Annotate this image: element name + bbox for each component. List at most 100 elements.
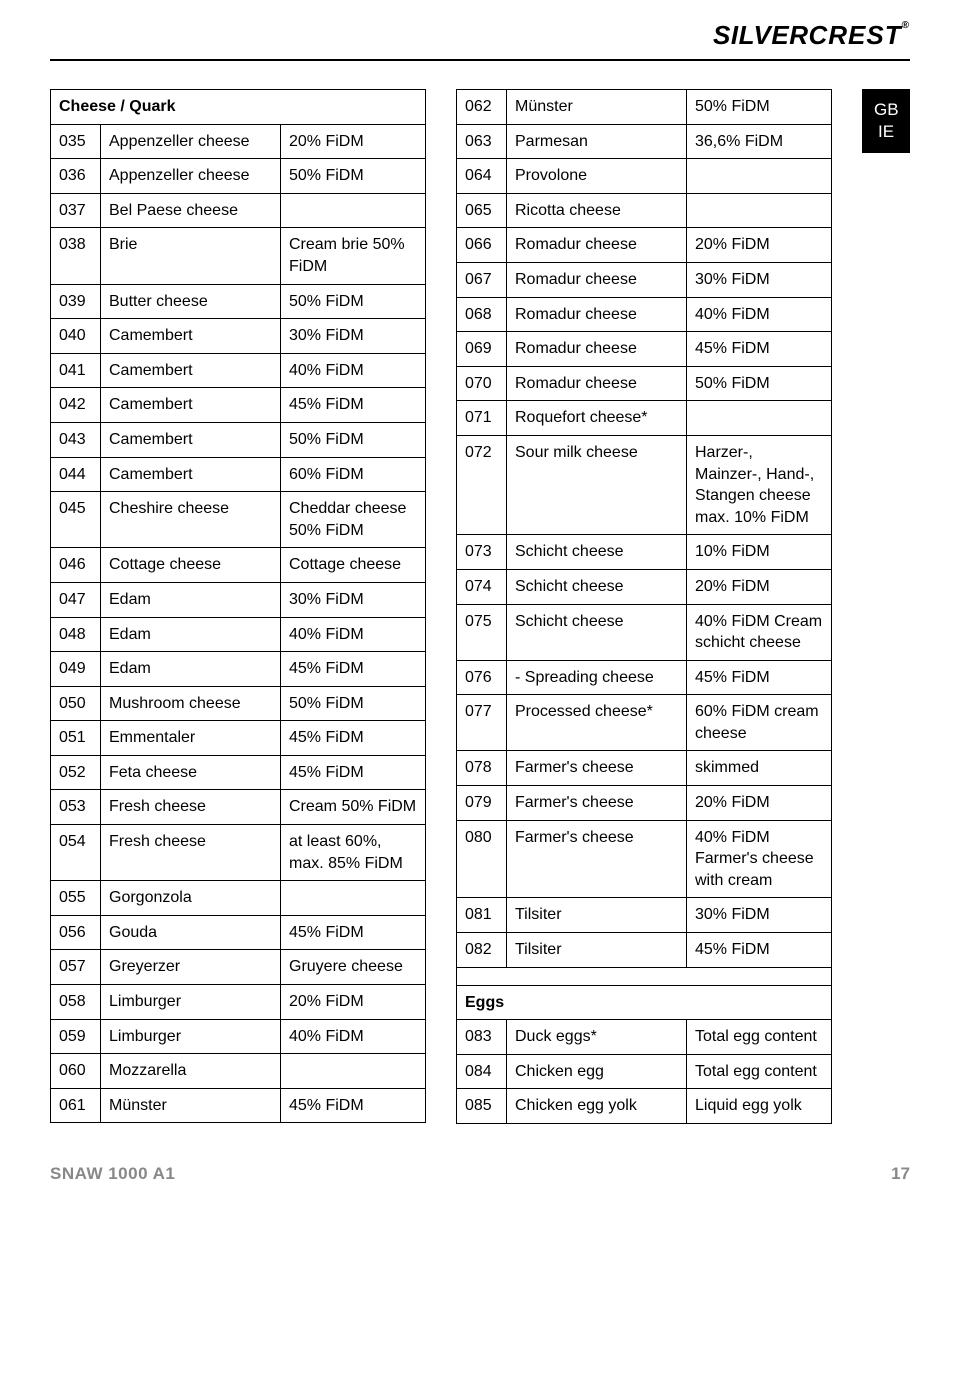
detail-cell: Liquid egg yolk	[687, 1089, 832, 1124]
name-cell: Cheshire cheese	[101, 492, 281, 548]
table-row: 078Farmer's cheeseskimmed	[457, 751, 832, 786]
code-cell: 069	[457, 332, 507, 367]
code-cell: 072	[457, 435, 507, 534]
table-row: 039Butter cheese50% FiDM	[51, 284, 426, 319]
name-cell: Edam	[101, 582, 281, 617]
table-row: 073Schicht cheese10% FiDM	[457, 535, 832, 570]
content-columns: Cheese / Quark035Appenzeller cheese20% F…	[50, 89, 910, 1124]
detail-cell: 60% FiDM	[281, 457, 426, 492]
table-row: 064Provolone	[457, 159, 832, 194]
name-cell: Parmesan	[507, 124, 687, 159]
name-cell: Romadur cheese	[507, 332, 687, 367]
table-row: 066Romadur cheese20% FiDM	[457, 228, 832, 263]
cheese-table-left: Cheese / Quark035Appenzeller cheese20% F…	[50, 89, 426, 1123]
code-cell: 084	[457, 1054, 507, 1089]
code-cell: 081	[457, 898, 507, 933]
code-cell: 040	[51, 319, 101, 354]
detail-cell: Cream brie 50% FiDM	[281, 228, 426, 284]
code-cell: 057	[51, 950, 101, 985]
model-number: SNAW 1000 A1	[50, 1164, 175, 1184]
name-cell: Tilsiter	[507, 933, 687, 968]
name-cell: Chicken egg yolk	[507, 1089, 687, 1124]
detail-cell: Total egg content	[687, 1020, 832, 1055]
name-cell: Emmentaler	[101, 721, 281, 756]
locale-line-ie: IE	[874, 121, 898, 143]
code-cell: 035	[51, 124, 101, 159]
code-cell: 066	[457, 228, 507, 263]
detail-cell	[281, 1054, 426, 1089]
detail-cell: Cream 50% FiDM	[281, 790, 426, 825]
detail-cell: 50% FiDM	[281, 422, 426, 457]
detail-cell: 30% FiDM	[687, 898, 832, 933]
name-cell: Camembert	[101, 319, 281, 354]
section-header-eggs: Eggs	[457, 985, 832, 1020]
table-row: 049Edam45% FiDM	[51, 652, 426, 687]
table-row: 079Farmer's cheese20% FiDM	[457, 786, 832, 821]
name-cell: Brie	[101, 228, 281, 284]
section-header-cheese: Cheese / Quark	[51, 90, 426, 125]
detail-cell: 45% FiDM	[281, 755, 426, 790]
detail-cell: 40% FiDM	[281, 353, 426, 388]
table-row: 043Camembert50% FiDM	[51, 422, 426, 457]
code-cell: 063	[457, 124, 507, 159]
code-cell: 038	[51, 228, 101, 284]
code-cell: 074	[457, 569, 507, 604]
detail-cell	[687, 159, 832, 194]
code-cell: 045	[51, 492, 101, 548]
name-cell: - Spreading cheese	[507, 660, 687, 695]
code-cell: 064	[457, 159, 507, 194]
name-cell: Fresh cheese	[101, 790, 281, 825]
name-cell: Farmer's cheese	[507, 786, 687, 821]
detail-cell: 20% FiDM	[281, 124, 426, 159]
code-cell: 042	[51, 388, 101, 423]
detail-cell: 50% FiDM	[281, 284, 426, 319]
name-cell: Gouda	[101, 915, 281, 950]
name-cell: Schicht cheese	[507, 604, 687, 660]
detail-cell: 50% FiDM	[687, 366, 832, 401]
code-cell: 041	[51, 353, 101, 388]
code-cell: 080	[457, 820, 507, 898]
name-cell: Chicken egg	[507, 1054, 687, 1089]
table-row: 072Sour milk cheeseHarzer-, Mainzer-, Ha…	[457, 435, 832, 534]
name-cell: Camembert	[101, 457, 281, 492]
name-cell: Romadur cheese	[507, 366, 687, 401]
table-row: 077Processed cheese*60% FiDM cream chees…	[457, 695, 832, 751]
name-cell: Camembert	[101, 388, 281, 423]
locale-sidebar: GB IE	[862, 89, 910, 1124]
name-cell: Romadur cheese	[507, 262, 687, 297]
code-cell: 047	[51, 582, 101, 617]
detail-cell: Cheddar cheese 50% FiDM	[281, 492, 426, 548]
name-cell: Gorgonzola	[101, 881, 281, 916]
detail-cell: 60% FiDM cream cheese	[687, 695, 832, 751]
code-cell: 044	[51, 457, 101, 492]
detail-cell: 40% FiDM	[281, 1019, 426, 1054]
table-row: 057GreyerzerGruyere cheese	[51, 950, 426, 985]
left-column: Cheese / Quark035Appenzeller cheese20% F…	[50, 89, 426, 1124]
detail-cell: 45% FiDM	[687, 933, 832, 968]
code-cell: 050	[51, 686, 101, 721]
code-cell: 083	[457, 1020, 507, 1055]
table-row: 035Appenzeller cheese20% FiDM	[51, 124, 426, 159]
name-cell: Sour milk cheese	[507, 435, 687, 534]
name-cell: Münster	[507, 90, 687, 125]
name-cell: Appenzeller cheese	[101, 159, 281, 194]
spacer-row	[457, 967, 832, 985]
right-column: 062Münster50% FiDM063Parmesan36,6% FiDM0…	[456, 89, 832, 1124]
code-cell: 039	[51, 284, 101, 319]
detail-cell: 30% FiDM	[281, 582, 426, 617]
code-cell: 043	[51, 422, 101, 457]
table-row: 063Parmesan36,6% FiDM	[457, 124, 832, 159]
name-cell: Münster	[101, 1088, 281, 1123]
code-cell: 068	[457, 297, 507, 332]
detail-cell: 45% FiDM	[281, 721, 426, 756]
table-row: 048Edam40% FiDM	[51, 617, 426, 652]
table-row: 070Romadur cheese50% FiDM	[457, 366, 832, 401]
table-row: 074Schicht cheese20% FiDM	[457, 569, 832, 604]
code-cell: 058	[51, 985, 101, 1020]
detail-cell	[281, 193, 426, 228]
name-cell: Edam	[101, 652, 281, 687]
code-cell: 037	[51, 193, 101, 228]
code-cell: 077	[457, 695, 507, 751]
table-row: 059Limburger40% FiDM	[51, 1019, 426, 1054]
name-cell: Ricotta cheese	[507, 193, 687, 228]
